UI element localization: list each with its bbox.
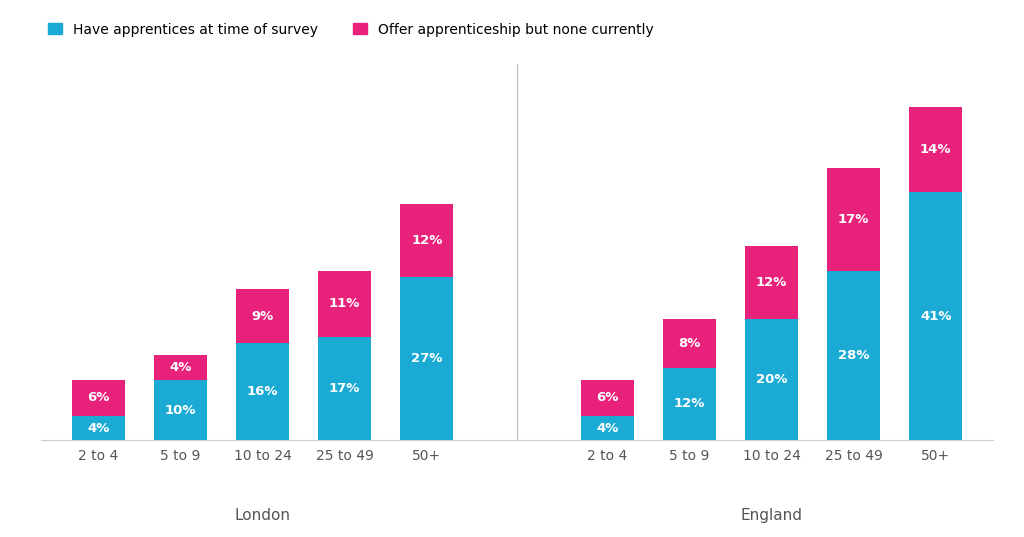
- Bar: [400, 204, 454, 277]
- Bar: [154, 355, 207, 380]
- Text: 6%: 6%: [596, 391, 618, 404]
- Bar: [827, 271, 881, 440]
- Bar: [827, 168, 881, 271]
- Text: 20%: 20%: [756, 373, 787, 386]
- Bar: [318, 337, 372, 440]
- Text: 4%: 4%: [87, 422, 110, 435]
- Text: 16%: 16%: [247, 386, 279, 398]
- Text: England: England: [740, 508, 803, 523]
- Bar: [72, 416, 125, 440]
- Text: 10%: 10%: [165, 403, 197, 417]
- Legend: Have apprentices at time of survey, Offer apprenticeship but none currently: Have apprentices at time of survey, Offe…: [48, 23, 653, 37]
- Text: 17%: 17%: [329, 382, 360, 395]
- Bar: [400, 277, 454, 440]
- Bar: [909, 107, 963, 192]
- Text: 17%: 17%: [838, 213, 869, 226]
- Text: 8%: 8%: [678, 337, 700, 350]
- Text: 6%: 6%: [87, 391, 110, 404]
- Text: 11%: 11%: [329, 297, 360, 310]
- Bar: [581, 380, 634, 416]
- Text: 12%: 12%: [756, 276, 787, 289]
- Bar: [744, 319, 799, 440]
- Bar: [663, 319, 716, 368]
- Text: 4%: 4%: [169, 361, 191, 374]
- Text: 28%: 28%: [838, 349, 869, 362]
- Bar: [72, 380, 125, 416]
- Bar: [236, 343, 290, 440]
- Text: 12%: 12%: [674, 397, 706, 410]
- Bar: [909, 192, 963, 440]
- Bar: [154, 380, 207, 440]
- Text: London: London: [234, 508, 291, 523]
- Text: 41%: 41%: [920, 309, 951, 323]
- Text: 14%: 14%: [920, 143, 951, 156]
- Bar: [318, 271, 372, 337]
- Bar: [744, 246, 799, 319]
- Bar: [236, 289, 290, 343]
- Bar: [663, 368, 716, 440]
- Text: 4%: 4%: [596, 422, 618, 435]
- Bar: [581, 416, 634, 440]
- Text: 9%: 9%: [252, 309, 273, 323]
- Text: 27%: 27%: [411, 352, 442, 365]
- Text: 12%: 12%: [411, 234, 442, 247]
